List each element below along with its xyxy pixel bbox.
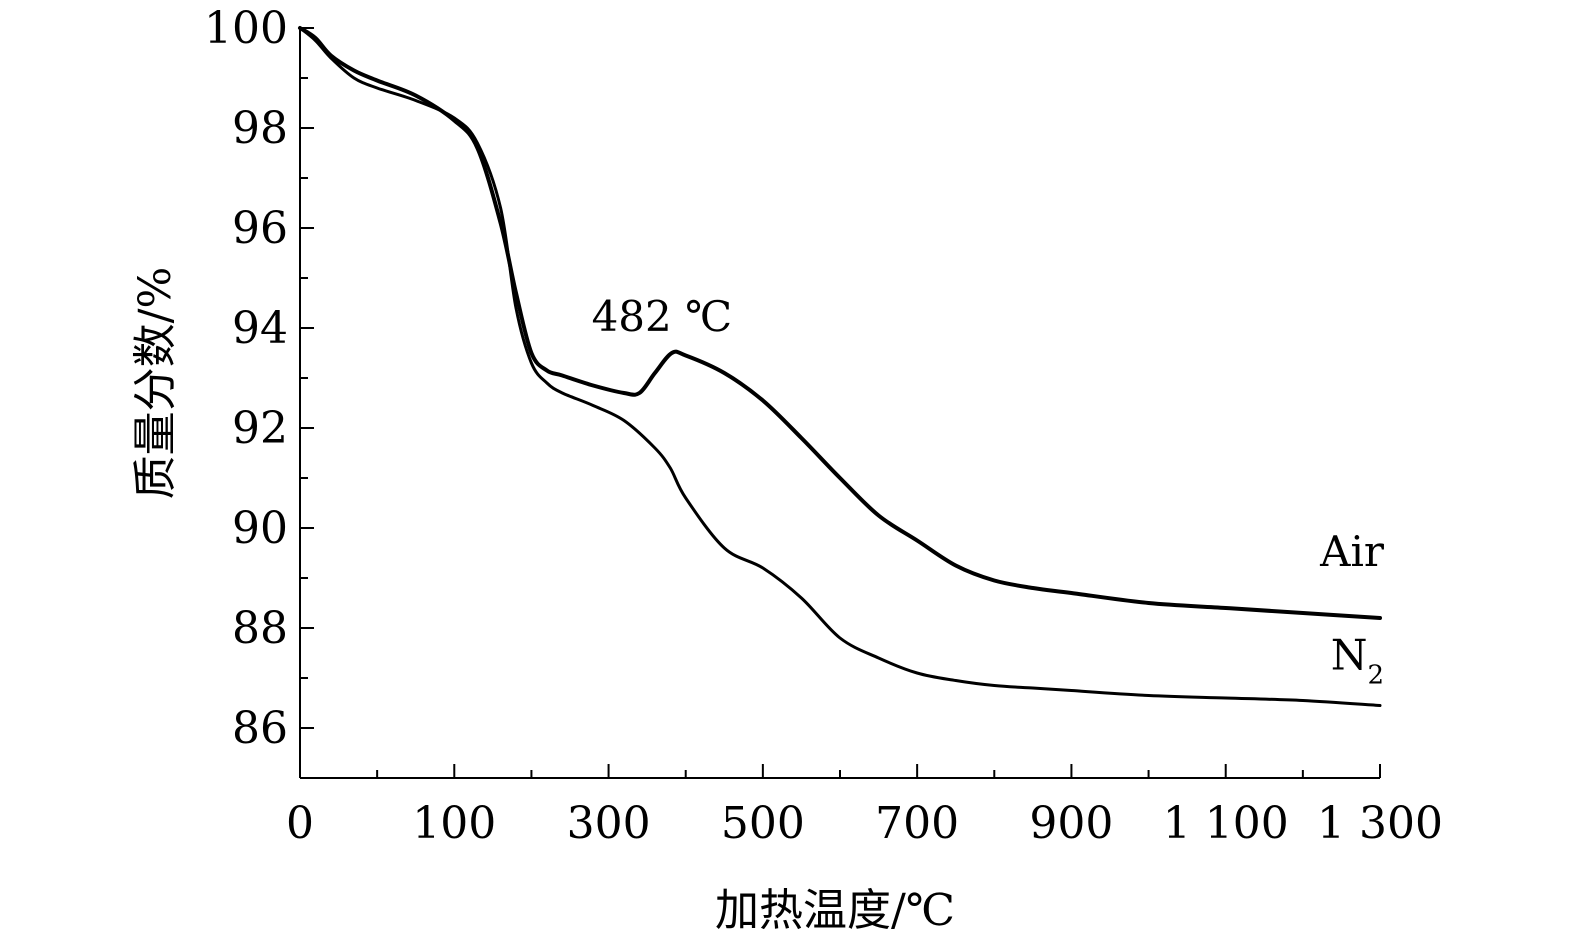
series-line-n2 (298, 26, 1382, 707)
x-tick-label: 1 300 (1317, 798, 1443, 849)
y-tick-label: 96 (232, 203, 288, 254)
series-line-air (298, 26, 1382, 620)
y-tick-label: 100 (204, 3, 288, 54)
series-labels: Air N2 (1319, 527, 1385, 691)
x-axis-label: 加热温度/℃ (715, 885, 955, 936)
y-tick-label: 90 (232, 503, 288, 554)
x-tick-label: 1 100 (1163, 798, 1289, 849)
series-label-n2: N2 (1331, 631, 1384, 691)
x-tick-label: 100 (412, 798, 496, 849)
y-tick-label: 92 (232, 403, 288, 454)
y-axis-label: 质量分数/% (130, 267, 181, 500)
x-tick-label: 300 (567, 798, 651, 849)
series-lines (298, 26, 1382, 707)
y-tick-label: 86 (232, 703, 288, 754)
x-tick-label: 0 (286, 798, 314, 849)
x-tick-label: 500 (721, 798, 805, 849)
annotations: 482 ℃ (592, 292, 733, 341)
y-tick-label: 98 (232, 103, 288, 154)
y-tick-label: 94 (232, 303, 288, 354)
y-axis-ticks: 86 88 90 92 94 96 98 100 (204, 3, 314, 779)
x-axis-ticks: 0 100 300 500 700 900 1 100 1 300 (286, 764, 1443, 849)
y-tick-label: 88 (232, 603, 288, 654)
x-tick-label: 700 (875, 798, 959, 849)
series-label-air: Air (1319, 527, 1385, 576)
plot-area: 0 100 300 500 700 900 1 100 1 300 86 88 90 92 94 96 9… (204, 3, 1443, 849)
x-tick-label: 900 (1029, 798, 1113, 849)
peak-annotation: 482 ℃ (592, 292, 733, 341)
